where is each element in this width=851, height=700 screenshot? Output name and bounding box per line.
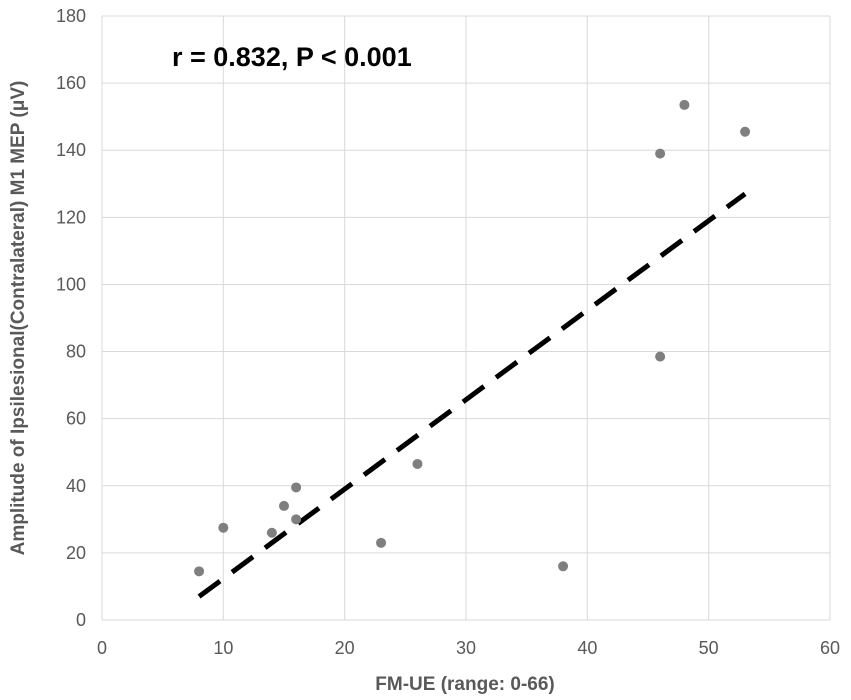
x-tick-label: 30 [456, 638, 476, 658]
y-tick-label: 60 [66, 409, 86, 429]
y-axis-title: Amplitude of Ipsilesional(Contralateral)… [8, 81, 29, 556]
data-point [740, 126, 751, 137]
data-point [558, 561, 569, 572]
x-tick-label: 0 [97, 638, 107, 658]
x-tick-label: 20 [335, 638, 355, 658]
y-tick-label: 20 [66, 543, 86, 563]
data-point [376, 537, 387, 548]
trendline [197, 191, 747, 599]
y-tick-label: 140 [56, 140, 86, 160]
data-point [412, 458, 423, 469]
data-point [279, 500, 289, 511]
data-point [291, 482, 302, 493]
data-point [266, 527, 277, 538]
data-points [194, 99, 751, 577]
data-point [655, 148, 666, 159]
x-axis-title: FM-UE (range: 0-66) [375, 674, 554, 695]
y-tick-label: 180 [56, 6, 86, 26]
data-point [655, 351, 666, 362]
data-point [291, 514, 302, 525]
data-point [218, 522, 229, 533]
x-tick-label: 40 [577, 638, 597, 658]
correlation-annotation: r = 0.832, P < 0.001 [172, 42, 412, 72]
data-point [679, 99, 690, 110]
tick-labels: 0 10 20 30 40 50 60 0 20 40 60 80 100 120 140 160 180 [56, 6, 840, 658]
x-tick-label: 10 [213, 638, 233, 658]
grid-lines [101, 15, 831, 621]
x-tick-label: 60 [820, 638, 840, 658]
y-tick-label: 80 [66, 342, 86, 362]
y-tick-label: 160 [56, 73, 86, 93]
y-tick-label: 0 [76, 610, 86, 630]
y-tick-label: 100 [56, 274, 86, 294]
y-tick-label: 120 [56, 207, 86, 227]
data-point [194, 566, 205, 577]
x-tick-label: 50 [699, 638, 719, 658]
y-tick-label: 40 [66, 476, 86, 496]
